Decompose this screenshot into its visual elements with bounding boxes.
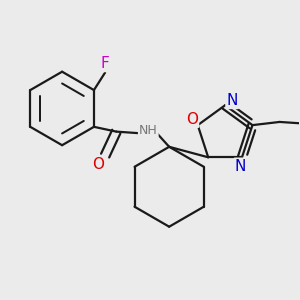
Text: N: N [226, 93, 238, 108]
Text: O: O [186, 112, 198, 127]
Text: NH: NH [139, 124, 158, 136]
Text: O: O [92, 157, 104, 172]
Text: F: F [101, 56, 110, 71]
Text: N: N [235, 159, 246, 174]
